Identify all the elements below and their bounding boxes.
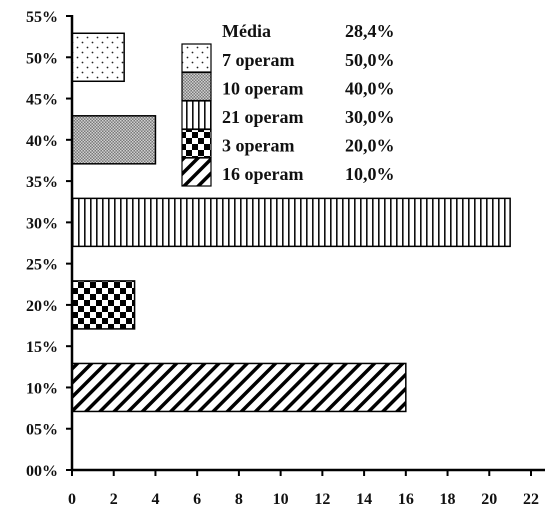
x-tick-label: 16 [398, 491, 414, 508]
y-tick-label: 00% [26, 463, 58, 480]
y-tick-label: 35% [26, 174, 58, 191]
legend-label: 21 operam [222, 107, 303, 127]
y-tick-label: 25% [26, 257, 58, 274]
x-tick-label: 0 [68, 491, 76, 508]
y-tick-label: 10% [26, 380, 58, 397]
legend-label: 3 operam [222, 136, 294, 156]
bar-21-operam [71, 197, 511, 248]
legend-label: 7 operam [222, 50, 294, 70]
legend-swatch [181, 128, 212, 159]
legend-entry: 3 operam 20,0% [181, 128, 395, 159]
legend-entry: 7 operam 50,0% [181, 43, 395, 73]
legend-value: 20,0% [345, 136, 395, 156]
legend-entry: 21 operam 30,0% [181, 100, 395, 130]
y-tick-label: 55% [26, 9, 58, 26]
legend-entry: 10 operam 40,0% [181, 71, 395, 102]
legend-label: 16 operam [222, 164, 303, 184]
y-tick-label: 40% [26, 133, 58, 150]
legend: Média 28,4% 7 operam 50,0%10 operam 40,0%2… [181, 21, 395, 187]
x-tick-label: 6 [193, 491, 201, 508]
x-tick-label: 2 [110, 491, 118, 508]
legend-header-value: 28,4% [345, 21, 395, 41]
bars [71, 32, 511, 413]
legend-label: 10 operam [222, 79, 303, 99]
axis-ticks [66, 15, 532, 476]
x-tick-label: 4 [151, 491, 159, 508]
bar-10-operam [71, 115, 157, 165]
legend-value: 50,0% [345, 50, 395, 70]
y-tick-label: 50% [26, 50, 58, 67]
bar-3-operam [71, 280, 136, 330]
legend-swatch [181, 43, 212, 73]
legend-swatch [181, 157, 212, 187]
bar-16-operam [71, 362, 407, 413]
x-tick-label: 22 [523, 491, 539, 508]
legend-header-label: Média [222, 21, 271, 41]
y-tick-label: 30% [26, 215, 58, 232]
legend-swatch [181, 71, 212, 102]
legend-value: 40,0% [345, 79, 395, 99]
y-axis-tick-labels: 00% 05% 10% 15% 20% 25% 30% 35% 40% 45% 50% 55% [26, 9, 58, 480]
x-tick-label: 18 [440, 491, 456, 508]
x-tick-label: 8 [235, 491, 243, 508]
y-tick-label: 20% [26, 298, 58, 315]
legend-swatch [181, 100, 212, 130]
x-tick-label: 12 [314, 491, 330, 508]
legend-value: 30,0% [345, 107, 395, 127]
x-tick-label: 10 [273, 491, 289, 508]
axes [70, 15, 545, 472]
legend-entry: 16 operam 10,0% [181, 157, 395, 187]
legend-value: 10,0% [345, 164, 395, 184]
y-tick-label: 15% [26, 339, 58, 356]
y-tick-label: 05% [26, 422, 58, 439]
bar-7-operam [71, 32, 125, 83]
x-tick-label: 14 [356, 491, 372, 508]
y-tick-label: 45% [26, 92, 58, 109]
x-axis-tick-labels: 0 2 4 6 8 10 12 14 16 18 20 22 [68, 491, 539, 508]
x-tick-label: 20 [481, 491, 497, 508]
